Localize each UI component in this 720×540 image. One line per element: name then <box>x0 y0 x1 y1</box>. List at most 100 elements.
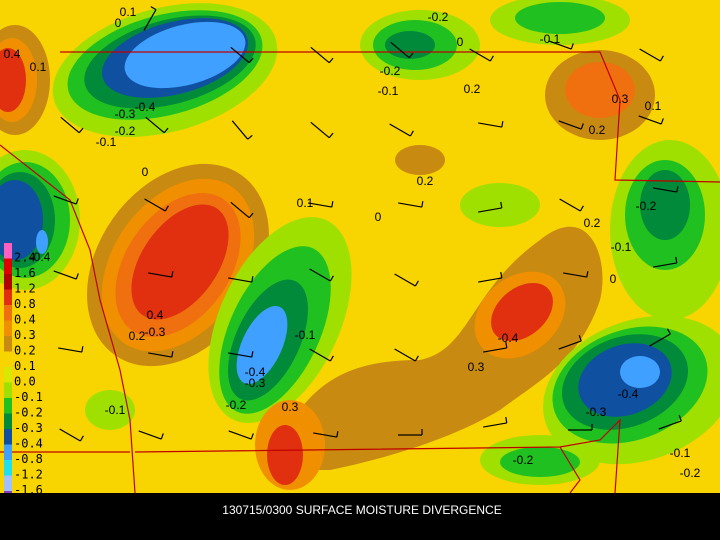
contour-label: -0.1 <box>670 446 691 460</box>
wind-barb <box>313 432 337 438</box>
contour-label: 0.4 <box>147 308 164 322</box>
wind-barb-flag <box>489 55 494 62</box>
contour-label: -0.4 <box>498 331 519 345</box>
contour-label: -0.2 <box>680 466 701 480</box>
wind-barb <box>308 202 332 208</box>
color-swatch <box>4 336 12 352</box>
contour-label: -0.4 <box>245 365 266 379</box>
wind-barb-flag <box>164 205 169 212</box>
contour-label: -0.1 <box>378 84 399 98</box>
wind-barb <box>148 352 172 358</box>
contour-label: -0.2 <box>636 199 657 213</box>
wind-barb-flag <box>570 43 574 50</box>
wind-barb-flag <box>248 57 254 64</box>
wind-barb <box>309 348 331 362</box>
wind-barb <box>231 120 249 140</box>
wind-barb <box>230 201 250 219</box>
color-swatch <box>4 460 12 476</box>
wind-barb <box>478 122 502 128</box>
wind-barb-flag <box>676 186 679 193</box>
wind-barbs <box>53 6 682 442</box>
wind-barb <box>483 422 507 428</box>
color-bar-label: 0.8 <box>14 297 36 311</box>
wind-barb <box>653 187 677 193</box>
wind-barb-flag <box>586 271 589 278</box>
wind-barb <box>638 115 662 125</box>
contour-label: -0.3 <box>245 376 266 390</box>
color-swatch <box>4 320 12 336</box>
color-bar-label: 0.2 <box>14 344 36 358</box>
contour-label: -0.3 <box>586 405 607 419</box>
contour-label: 0.2 <box>417 174 434 188</box>
color-swatch <box>4 351 12 367</box>
wind-barb <box>148 272 172 278</box>
contour-label: -0.2 <box>115 124 136 138</box>
contour-label: 0 <box>457 35 464 49</box>
wind-barb-flag <box>408 52 414 59</box>
caption: 130715/0300 SURFACE MOISTURE DIVERGENCE <box>222 503 501 517</box>
wind-barb-flag <box>500 271 503 279</box>
contour-label: 0.1 <box>645 99 662 113</box>
contour-label: 0 <box>610 272 617 286</box>
wind-barb-flag <box>329 275 334 282</box>
wind-barb <box>398 202 422 208</box>
color-bar-label: 0.0 <box>14 375 36 389</box>
contour-label: -0.4 <box>618 387 639 401</box>
contour-label: 0.3 <box>282 400 299 414</box>
color-swatch <box>4 398 12 414</box>
contour-label: -0.1 <box>96 135 117 149</box>
wind-barb <box>639 48 661 62</box>
wind-barb <box>309 268 331 282</box>
wind-barb <box>469 48 491 62</box>
wind-barb-flag <box>675 256 678 264</box>
wind-barb-flag <box>579 205 584 212</box>
wind-barb-flag <box>78 127 84 134</box>
wind-barb-flag <box>666 328 671 335</box>
wind-barb <box>390 41 410 59</box>
wind-barb-flag <box>251 276 254 283</box>
wind-barb <box>53 195 77 205</box>
wind-barb-flag <box>580 123 584 130</box>
color-swatch <box>4 475 12 491</box>
contour-label: -0.1 <box>295 328 316 342</box>
wind-barb <box>145 116 165 134</box>
contour-label: 0.4 <box>4 47 21 61</box>
color-bar-label: 0.4 <box>14 313 36 327</box>
wind-barb-flag <box>328 57 334 64</box>
contour-label: -0.4 <box>30 250 51 264</box>
color-bar-label: 2.4 <box>14 251 36 265</box>
contour-label: 0.2 <box>464 82 481 96</box>
wind-barb <box>59 428 81 442</box>
color-bar-label: -0.1 <box>14 390 43 404</box>
wind-barb-flag <box>160 433 164 440</box>
contour-label: 0.3 <box>468 360 485 374</box>
contour-label: 0.1 <box>30 60 47 74</box>
color-swatch <box>4 258 12 274</box>
wind-barb <box>230 46 250 64</box>
wind-barb-flag <box>79 435 84 442</box>
wind-barb-flag <box>329 355 334 362</box>
wind-barb <box>658 420 682 430</box>
wind-barb <box>228 430 252 440</box>
field <box>0 0 720 493</box>
wind-barb-flag <box>150 6 157 11</box>
contour-label: -0.1 <box>540 32 561 46</box>
color-bar-label: 1.2 <box>14 282 36 296</box>
wind-barb <box>228 352 252 358</box>
color-bar-label: -0.4 <box>14 437 43 451</box>
wind-barb-flag <box>336 431 339 438</box>
wind-barb-flag <box>75 273 79 280</box>
contour-label: 0.2 <box>129 329 146 343</box>
wind-barb <box>389 123 411 137</box>
wind-barb <box>394 273 416 287</box>
wind-barb <box>228 277 252 283</box>
contour-label: -0.2 <box>226 398 247 412</box>
wind-barb-flag <box>328 132 334 139</box>
wind-barb-flag <box>75 198 79 205</box>
contour-label: -0.1 <box>611 240 632 254</box>
contour-label: 0.2 <box>584 216 601 230</box>
color-bar-label: -0.8 <box>14 452 43 466</box>
wind-barb <box>478 277 502 283</box>
contour-label: 0 <box>115 16 122 30</box>
